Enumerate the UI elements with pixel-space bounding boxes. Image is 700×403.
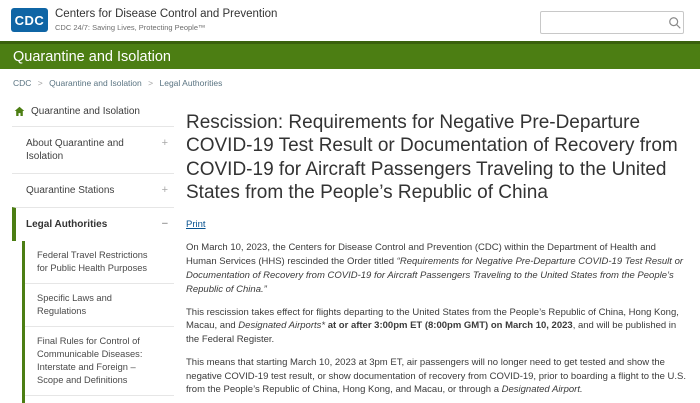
page-title: Rescission: Requirements for Negative Pr… [186, 112, 678, 204]
org-tagline: CDC 24/7: Saving Lives, Protecting Peopl… [55, 23, 206, 32]
main-article: Rescission: Requirements for Negative Pr… [178, 95, 700, 403]
sidebar-item-about[interactable]: About Quarantine and Isolation + [12, 126, 174, 173]
breadcrumb-link-quarantine[interactable]: Quarantine and Isolation [49, 78, 142, 88]
sidebar-subitem-label: Specific Laws and Regulations [37, 293, 112, 317]
sidebar-subitem-specific-laws[interactable]: Specific Laws and Regulations [25, 284, 174, 328]
sidebar-item-quarantine-stations[interactable]: Quarantine Stations + [12, 173, 174, 207]
expand-plus-icon[interactable]: + [161, 184, 168, 196]
site-header: CDC Centers for Disease Control and Prev… [0, 0, 700, 41]
sidebar-subitem-label: Final Rules for Control of Communicable … [37, 336, 143, 386]
collapse-minus-icon[interactable]: − [161, 218, 168, 230]
paragraph-text-bold: at or after 3:00pm ET (8:00pm GMT) on Ma… [325, 320, 573, 332]
breadcrumb-separator: > [148, 78, 154, 88]
paragraph-meaning: This means that starting March 10, 2023 … [186, 356, 688, 397]
paragraph-text: On March 10, 2023, the Centers for Disea… [186, 242, 656, 268]
sidebar-submenu-legal-authorities: Federal Travel Restrictions for Public H… [22, 241, 174, 403]
breadcrumb-separator: > [37, 78, 43, 88]
print-link[interactable]: Print [186, 219, 206, 231]
search-input[interactable] [541, 12, 668, 33]
sidebar-item-label: Legal Authorities [26, 219, 108, 230]
paragraph-text: , and will be published in the Federal R… [186, 320, 677, 346]
content-area: Quarantine and Isolation About Quarantin… [0, 95, 700, 403]
sidebar-home-label: Quarantine and Isolation [31, 106, 140, 117]
paragraph-text-italic: “Requirements for Negative Pre-Departure… [186, 256, 684, 295]
cdc-logo-area[interactable]: CDC Centers for Disease Control and Prev… [11, 8, 277, 32]
header-titles: Centers for Disease Control and Preventi… [55, 8, 277, 32]
paragraph-text-italic: Designated Airport. [501, 384, 583, 396]
site-banner: Quarantine and Isolation [0, 41, 700, 69]
breadcrumb-link-cdc[interactable]: CDC [13, 78, 32, 88]
breadcrumb-current: Legal Authorities [159, 78, 223, 88]
sidebar-home-link[interactable]: Quarantine and Isolation [12, 97, 178, 126]
sidebar-subitem-final-rule-interstate[interactable]: Final Rule for Control of Communicable D… [25, 396, 174, 403]
sidebar-item-label: Quarantine Stations [26, 185, 115, 196]
paragraph-rescinded-order: On March 10, 2023, the Centers for Disea… [186, 241, 688, 296]
search-icon[interactable] [668, 16, 682, 30]
breadcrumb: CDC > Quarantine and Isolation > Legal A… [0, 69, 700, 95]
paragraph-text: This means that starting March 10, 2023 … [186, 356, 687, 396]
sidebar-item-legal-authorities[interactable]: Legal Authorities − [12, 207, 174, 241]
paragraph-text: This rescission takes effect for flights… [186, 306, 679, 332]
sidebar-nav: Quarantine and Isolation About Quarantin… [0, 95, 178, 403]
sidebar-subitem-federal-travel[interactable]: Federal Travel Restrictions for Public H… [25, 241, 174, 285]
expand-plus-icon[interactable]: + [161, 137, 168, 149]
search-box[interactable] [540, 11, 684, 34]
cdc-logo-icon[interactable]: CDC [11, 8, 48, 32]
sidebar-item-label: About Quarantine and Isolation [26, 138, 124, 162]
home-icon [14, 106, 25, 116]
site-title-link[interactable]: Quarantine and Isolation [13, 48, 171, 65]
sidebar-subitem-label: Federal Travel Restrictions for Public H… [37, 250, 148, 274]
sidebar-subitem-final-rules-scope[interactable]: Final Rules for Control of Communicable … [25, 327, 174, 397]
paragraph-effective-date: This rescission takes effect for flights… [186, 306, 688, 347]
org-name: Centers for Disease Control and Preventi… [55, 8, 278, 20]
paragraph-text-italic: Designated Airports* [238, 320, 326, 332]
